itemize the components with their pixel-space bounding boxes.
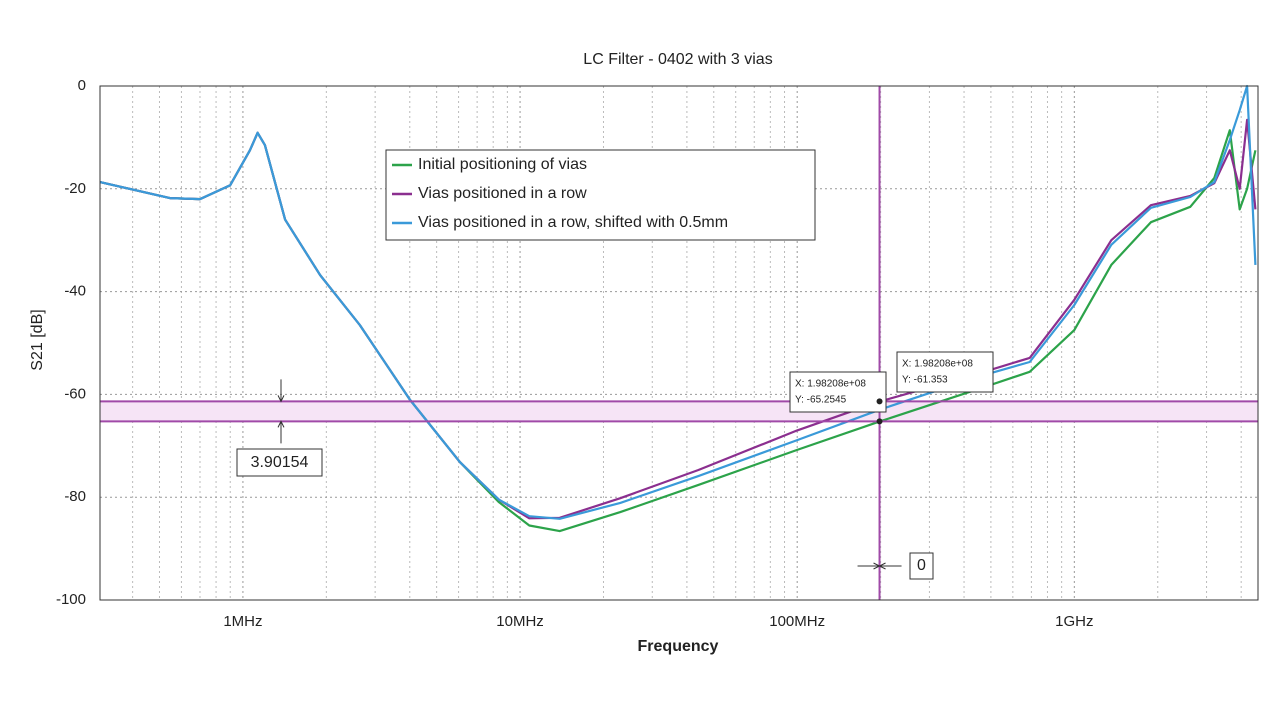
data-tip-box [789, 371, 887, 413]
y-tick-label: -100 [56, 591, 86, 608]
legend-label: Initial positioning of vias [418, 156, 587, 173]
series-line [99, 84, 1257, 520]
data-tip-point [876, 398, 883, 405]
chart-title: LC Filter - 0402 with 3 vias [583, 51, 772, 68]
delta-label: 3.90154 [251, 454, 309, 471]
x-tick-label: 1MHz [223, 613, 262, 630]
data-tip-y: Y: -61.353 [902, 375, 948, 386]
delta-label-box [909, 552, 934, 580]
data-tip-x: X: 1.98208e+08 [902, 359, 973, 370]
y-tick-label: 0 [78, 77, 86, 94]
delta-arrow [857, 562, 902, 570]
delta-label-box [236, 448, 323, 477]
y-axis-label: S21 [dB] [29, 309, 46, 370]
y-tick-label: -40 [64, 283, 86, 300]
legend-label: Vias positioned in a row [418, 185, 587, 202]
x-tick-label: 100MHz [769, 613, 825, 630]
data-tip-box [896, 351, 994, 393]
delta-label: 0 [917, 557, 926, 574]
legend-box [385, 149, 816, 241]
y-tick-label: -80 [64, 488, 86, 505]
x-tick-label: 10MHz [496, 613, 544, 630]
legend-label: Vias positioned in a row, shifted with 0… [418, 214, 728, 231]
data-tip-x: X: 1.98208e+08 [795, 379, 866, 390]
x-axis-label: Frequency [638, 638, 719, 655]
plot-frame [99, 85, 1259, 601]
delta-arrow [277, 420, 285, 444]
data-tip-y: Y: -65.2545 [795, 395, 847, 406]
cursor-band [100, 401, 1258, 422]
x-tick-label: 1GHz [1055, 613, 1093, 630]
y-tick-label: -60 [64, 385, 86, 402]
delta-arrow [277, 379, 285, 403]
y-tick-label: -20 [64, 180, 86, 197]
data-tip-point [876, 418, 883, 425]
